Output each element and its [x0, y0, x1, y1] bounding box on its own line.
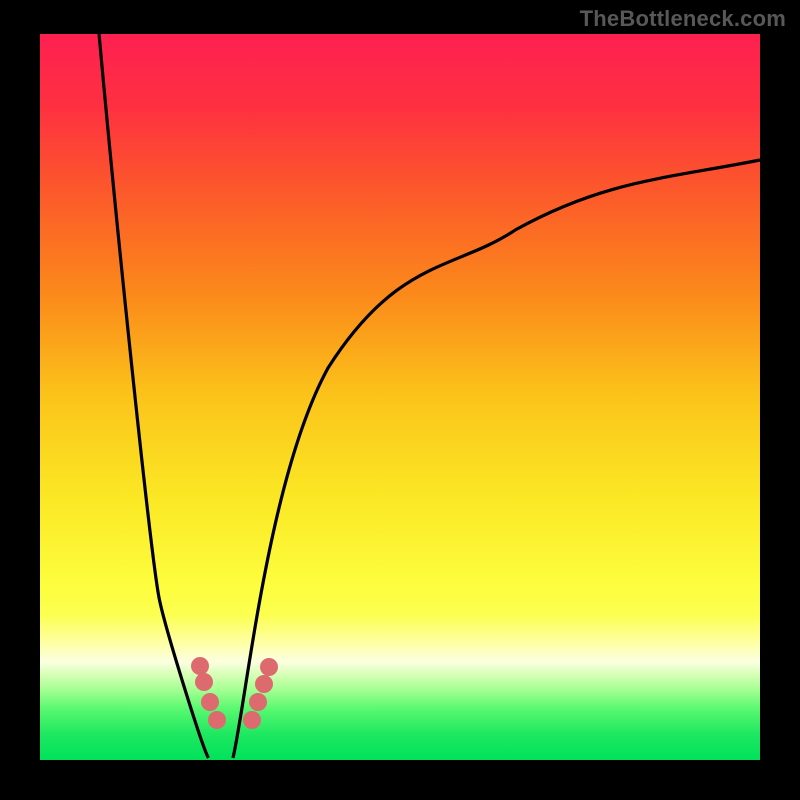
plot-background: [40, 34, 760, 760]
marker-dot: [195, 673, 213, 691]
marker-dot: [249, 693, 267, 711]
marker-dot: [191, 657, 209, 675]
marker-dot: [243, 711, 261, 729]
marker-dot: [208, 711, 226, 729]
image-root: TheBottleneck.com: [0, 0, 800, 800]
marker-dot: [255, 675, 273, 693]
bottleneck-chart: [0, 0, 800, 800]
marker-dot: [260, 658, 278, 676]
marker-dot: [201, 693, 219, 711]
watermark-text: TheBottleneck.com: [580, 6, 786, 32]
